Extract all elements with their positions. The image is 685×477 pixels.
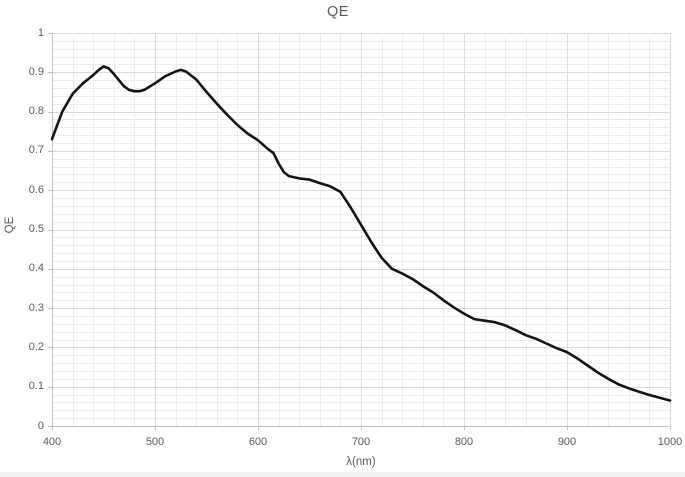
x-tick-label: 400	[42, 436, 62, 448]
chart-title: QE	[327, 4, 349, 20]
y-tick-label: 0	[37, 419, 44, 432]
y-tick-label: 0.6	[28, 183, 44, 196]
x-tick-label: 700	[351, 436, 371, 448]
y-tick-label: 0.9	[28, 65, 44, 78]
y-tick-label: 0.2	[28, 340, 44, 353]
x-tick-label: 800	[454, 436, 474, 448]
qe-curve	[50, 65, 672, 402]
y-tick-label: 0.7	[28, 144, 44, 157]
x-tick-label: 1000	[657, 436, 683, 448]
tick-marks	[48, 33, 671, 430]
y-tick-label: 1	[37, 26, 44, 39]
y-tick-label: 0.3	[28, 301, 44, 314]
window-bottom-edge	[0, 472, 685, 477]
y-tick-label: 0.4	[28, 262, 44, 275]
major-gridlines	[52, 33, 671, 426]
x-axis-title: λ(nm)	[346, 456, 376, 468]
x-tick-label: 500	[145, 436, 165, 448]
x-tick-label: 900	[557, 436, 577, 448]
axis-lines	[48, 33, 670, 427]
x-tick-label: 600	[248, 436, 268, 448]
y-tick-label: 0.5	[28, 223, 44, 235]
y-tick-label: 0.1	[28, 380, 44, 393]
y-tick-label: 0.8	[28, 105, 44, 118]
